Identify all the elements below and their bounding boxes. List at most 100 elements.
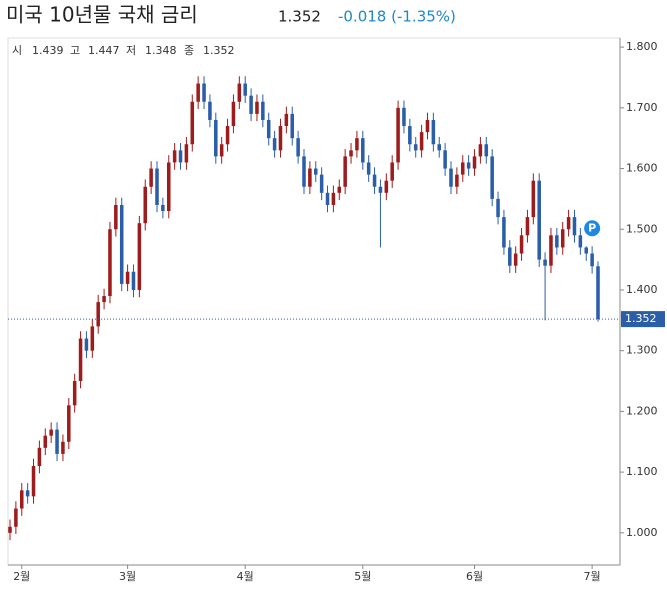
candle-body: [266, 119, 271, 139]
candle-body: [19, 490, 24, 509]
candle-body: [555, 235, 559, 248]
candle-body: [237, 83, 242, 102]
candle-body: [172, 150, 177, 163]
candle-body: [560, 229, 565, 248]
candle-body: [390, 162, 394, 181]
plot-frame: [7, 37, 621, 566]
candle-body: [302, 156, 306, 187]
candle-body: [531, 180, 536, 218]
candle-body: [31, 466, 36, 497]
candle-body: [378, 186, 383, 193]
candle-body: [43, 435, 48, 448]
candle-body: [243, 83, 247, 96]
candle-body: [161, 204, 165, 212]
y-tick-label: 1.500: [626, 222, 658, 235]
chart-title: 미국 10년물 국채 금리: [6, 3, 198, 27]
candle-body: [455, 174, 459, 187]
x-tick-label: 4월: [237, 570, 254, 583]
candle-body: [478, 144, 483, 157]
last-price-label: 1.352: [625, 312, 657, 325]
candle-body: [343, 156, 347, 187]
candle-body: [431, 119, 436, 145]
candle-body: [284, 113, 289, 127]
candle-body: [508, 247, 512, 266]
candle-body: [72, 381, 77, 406]
candle-body: [249, 95, 253, 114]
candle-body: [25, 490, 30, 497]
candle-body: [584, 247, 589, 254]
candle-body: [366, 162, 371, 175]
candle-body: [296, 138, 300, 157]
x-tick-label: 5월: [354, 570, 371, 583]
candle-body: [261, 101, 265, 120]
x-tick-label: 7월: [584, 570, 601, 583]
ohlc-label: 종: [184, 44, 194, 57]
candle-body: [225, 126, 230, 145]
candle-body: [372, 174, 377, 187]
candle-body: [78, 338, 83, 382]
ohlc-value: 1.352: [203, 44, 235, 57]
candle-body: [131, 271, 136, 290]
candle-body: [190, 101, 195, 145]
candle-body: [425, 119, 430, 133]
candle-body: [313, 168, 318, 175]
candle-body: [184, 144, 189, 163]
candle-body: [413, 144, 418, 151]
candle-body: [549, 235, 553, 266]
candle-body: [349, 150, 353, 157]
candle-body: [472, 156, 477, 169]
price-change: -0.018 (-1.35%): [338, 8, 456, 26]
candle-body: [596, 266, 600, 320]
last-price-tag: [621, 311, 665, 328]
candle-body: [513, 253, 518, 266]
candle-body: [8, 526, 12, 533]
y-tick-label: 1.100: [626, 465, 658, 478]
candle-body: [196, 83, 200, 102]
candle-body: [67, 405, 71, 442]
candle-body: [149, 168, 153, 187]
candle-body: [484, 144, 489, 157]
candle-body: [214, 119, 218, 157]
candle-body: [384, 180, 389, 193]
candle-body: [319, 174, 324, 193]
candle-body: [578, 235, 583, 248]
y-tick-label: 1.700: [626, 101, 658, 114]
candle-body: [231, 101, 236, 127]
candle-body: [166, 162, 171, 212]
candle-body: [419, 132, 424, 151]
ohlc-label: 저: [126, 44, 136, 57]
candle-body: [61, 441, 65, 454]
last-price: 1.352: [278, 8, 321, 26]
candle-body: [90, 326, 95, 351]
candle-body: [496, 198, 500, 218]
ohlc-label: 시: [12, 44, 22, 57]
candle-body: [396, 107, 400, 163]
ohlc-summary: 시 1.439 고 1.447 저 1.348 종 1.352: [12, 44, 235, 57]
candle-body: [408, 126, 412, 145]
candle-body: [84, 338, 89, 351]
candle-body: [437, 144, 442, 151]
candle-body: [219, 144, 224, 157]
candle-body: [460, 162, 465, 175]
candle-body: [572, 217, 577, 236]
candle-body: [125, 271, 130, 284]
candle-body: [525, 217, 530, 236]
candle-body: [55, 429, 59, 454]
candle-body: [119, 204, 124, 284]
y-tick-label: 1.000: [626, 526, 658, 539]
candle-body: [490, 156, 494, 199]
y-tick-label: 1.400: [626, 283, 658, 296]
candle-body: [337, 186, 342, 193]
candle-body: [402, 107, 406, 127]
candle-body: [443, 150, 447, 169]
x-tick-label: 2월: [13, 570, 30, 583]
ohlc-value: 1.348: [145, 44, 177, 57]
y-tick-label: 1.800: [626, 40, 658, 53]
candle-body: [543, 259, 547, 266]
candle-body: [566, 217, 571, 230]
candle-body: [290, 113, 295, 139]
ohlc-label: 고: [70, 44, 80, 57]
candle-body: [96, 302, 100, 327]
candle-body: [355, 138, 359, 151]
